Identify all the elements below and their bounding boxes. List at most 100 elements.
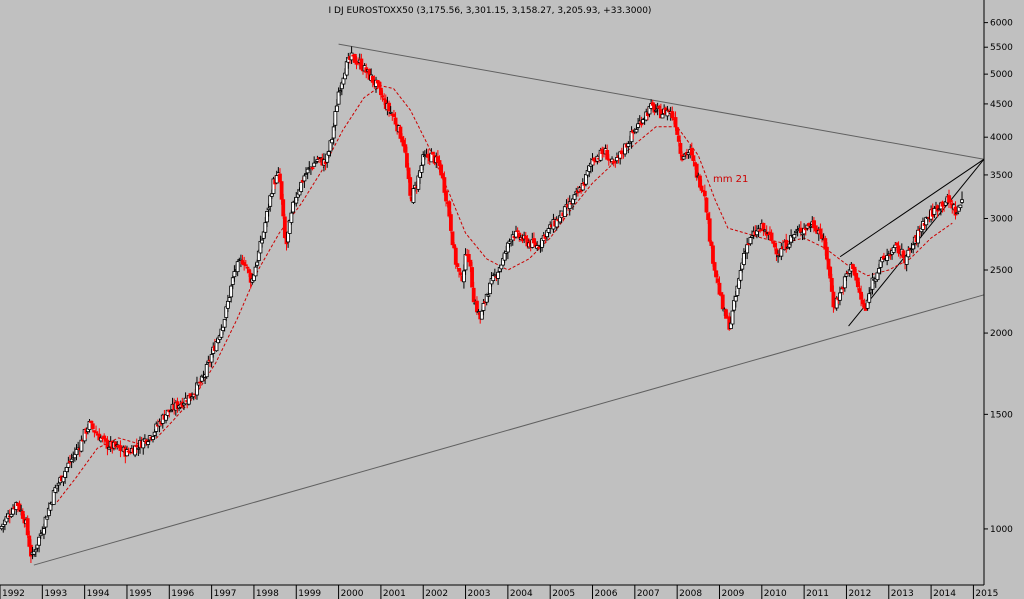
candle-body — [282, 216, 287, 239]
y-axis: 1000 1500 2000 2500 3000 3500 4000 4500 5000 5500… — [984, 19, 1013, 535]
candle-body — [514, 230, 518, 238]
candle-body — [388, 111, 393, 114]
x-tick-label: 2001 — [383, 589, 406, 599]
candle-body — [948, 199, 953, 203]
candle-body — [859, 291, 864, 300]
candle-body — [660, 113, 665, 119]
candle-body — [45, 516, 50, 520]
candle-body — [263, 222, 268, 233]
candle-body — [447, 201, 452, 217]
candle-body — [431, 151, 435, 155]
x-tick-label: 2000 — [341, 589, 364, 599]
candle-body — [702, 190, 707, 197]
candle-body — [895, 242, 899, 246]
trendline-resistance — [338, 43, 985, 160]
candle-body — [491, 275, 496, 282]
candle-body — [463, 254, 468, 271]
candle-body — [714, 270, 719, 278]
candle-body — [807, 223, 811, 227]
candle-body — [711, 245, 715, 264]
y-axis-panel — [985, 0, 1024, 585]
candle-body — [676, 135, 681, 142]
y-tick-label: 5500 — [990, 43, 1013, 53]
candle-body — [33, 549, 38, 553]
candle-body — [299, 181, 304, 192]
candle-body — [17, 503, 22, 511]
candle-body — [885, 255, 890, 261]
candle-body — [709, 241, 714, 246]
candle-body — [828, 266, 833, 279]
candle-body — [102, 435, 107, 439]
candle-body — [673, 117, 678, 128]
candles — [0, 46, 964, 564]
candle-body — [452, 244, 457, 249]
x-tick-label: 2004 — [510, 589, 533, 599]
x-tick-label: 2002 — [425, 589, 448, 599]
x-tick-label: 2011 — [806, 589, 829, 599]
candle-body — [787, 243, 792, 248]
x-tick-label: 1998 — [256, 589, 279, 599]
candle-body — [715, 278, 720, 283]
candle-body — [421, 154, 426, 166]
candle-body — [748, 237, 753, 245]
candle-body — [877, 267, 881, 274]
candle-body — [281, 199, 286, 217]
x-tick-label: 2005 — [552, 589, 575, 599]
candle-body — [330, 138, 334, 144]
candle-body — [906, 249, 911, 258]
candle-body — [326, 151, 331, 156]
candle-body — [69, 458, 74, 462]
candle-body — [891, 247, 896, 253]
candle-body — [670, 111, 675, 119]
candle-body — [90, 423, 95, 430]
candle-body — [74, 448, 79, 456]
candle-body — [712, 262, 717, 271]
candle-body — [704, 197, 709, 213]
x-tick-label: 2006 — [595, 589, 618, 599]
candle-body — [331, 126, 336, 139]
x-tick-label: 1992 — [2, 589, 25, 599]
candle-body — [382, 98, 387, 101]
candle-body — [94, 431, 98, 434]
candle-body — [675, 127, 680, 135]
candle-body — [772, 242, 777, 248]
candle-body — [20, 511, 25, 519]
candle-body — [235, 261, 240, 273]
candle-body — [304, 173, 308, 175]
candle-body — [265, 211, 269, 223]
candle-body — [387, 102, 391, 112]
candle-body — [278, 173, 282, 183]
candle-body — [842, 276, 847, 289]
candle-body — [888, 254, 893, 257]
candle-body — [707, 218, 712, 242]
candle-body — [468, 259, 473, 267]
candle-body — [839, 288, 844, 293]
candle-body — [56, 482, 61, 486]
candle-body — [794, 230, 798, 233]
candle-body — [151, 436, 155, 440]
candle-body — [916, 229, 920, 244]
candle-body — [442, 177, 447, 193]
candle-body — [232, 271, 237, 278]
x-tick-label: 2010 — [764, 589, 787, 599]
candle-body — [450, 231, 455, 246]
candle-body — [313, 161, 318, 164]
candle-body — [312, 162, 317, 167]
candle-body — [470, 267, 474, 288]
y-tick-label: 3000 — [990, 214, 1013, 224]
candle-body — [260, 239, 264, 244]
candle-body — [901, 250, 906, 259]
candle-body — [457, 267, 461, 272]
candle-body — [37, 536, 41, 546]
x-tick-label: 2015 — [975, 589, 998, 599]
candle-body — [294, 196, 299, 204]
candle-body — [444, 190, 448, 202]
candle-body — [763, 229, 767, 232]
candle-body — [136, 447, 141, 450]
candle-body — [255, 261, 260, 266]
y-tick-label: 1500 — [990, 410, 1013, 420]
x-tick-label: 2013 — [891, 589, 914, 599]
candle-body — [779, 248, 784, 257]
candle-body — [567, 201, 572, 210]
x-tick-label: 2009 — [721, 589, 744, 599]
